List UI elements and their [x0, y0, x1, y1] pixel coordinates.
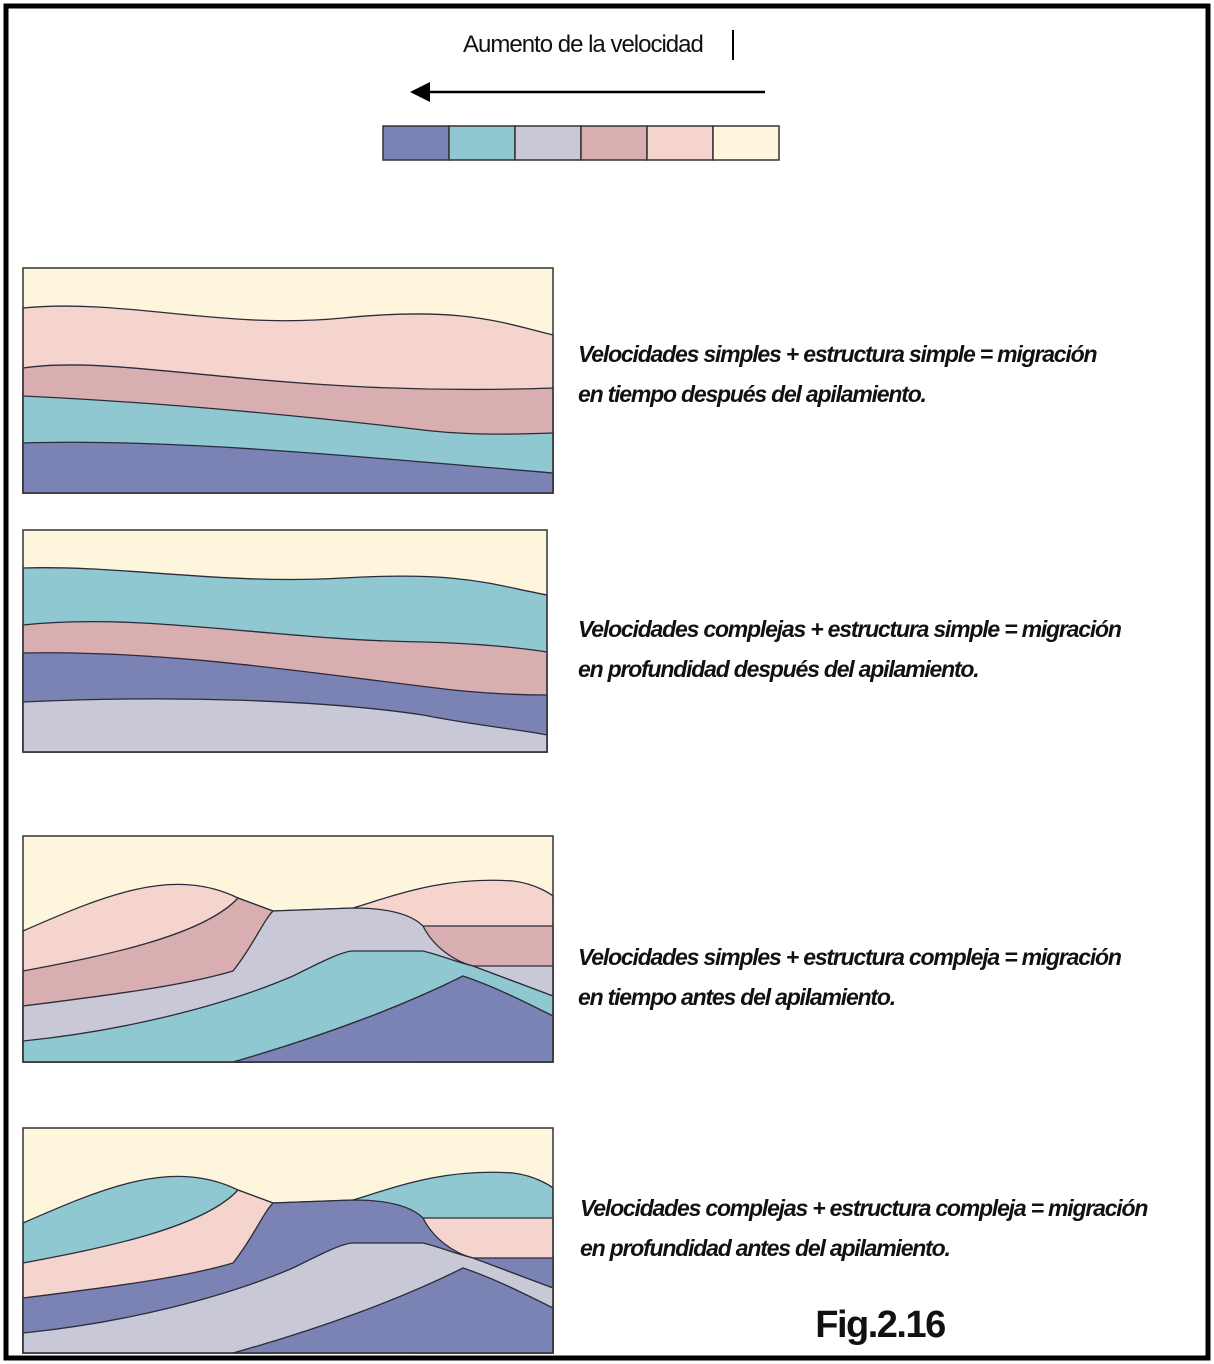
- scale-cell: [647, 126, 713, 160]
- caption-line: Velocidades complejas + estructura simpl…: [578, 616, 1122, 642]
- scale-cell: [449, 126, 515, 160]
- legend-title: Aumento de la velocidad: [463, 31, 703, 58]
- caption-line: en tiempo antes del apilamiento.: [578, 984, 895, 1010]
- caption-line: en profundidad antes del apilamiento.: [580, 1235, 950, 1261]
- panel-2: [23, 530, 547, 752]
- caption-line: Velocidades simples + estructura simple …: [578, 341, 1097, 367]
- scale-cell: [515, 126, 581, 160]
- panel-4: [23, 1128, 553, 1353]
- panel-1: [23, 268, 553, 493]
- scale-cell: [713, 126, 779, 160]
- caption-line: en profundidad después del apilamiento.: [578, 656, 978, 682]
- caption-line: Velocidades simples + estructura complej…: [578, 944, 1122, 970]
- panel-3: [23, 836, 553, 1062]
- scale-cell: [581, 126, 647, 160]
- figure-label: Fig.2.16: [815, 1304, 945, 1346]
- caption-line: Velocidades complejas + estructura compl…: [580, 1195, 1148, 1221]
- caption-line: en tiempo después del apilamiento.: [578, 381, 926, 407]
- velocity-scale: [383, 126, 779, 160]
- scale-cell: [383, 126, 449, 160]
- figure: Aumento de la velocidad: [0, 0, 1214, 1364]
